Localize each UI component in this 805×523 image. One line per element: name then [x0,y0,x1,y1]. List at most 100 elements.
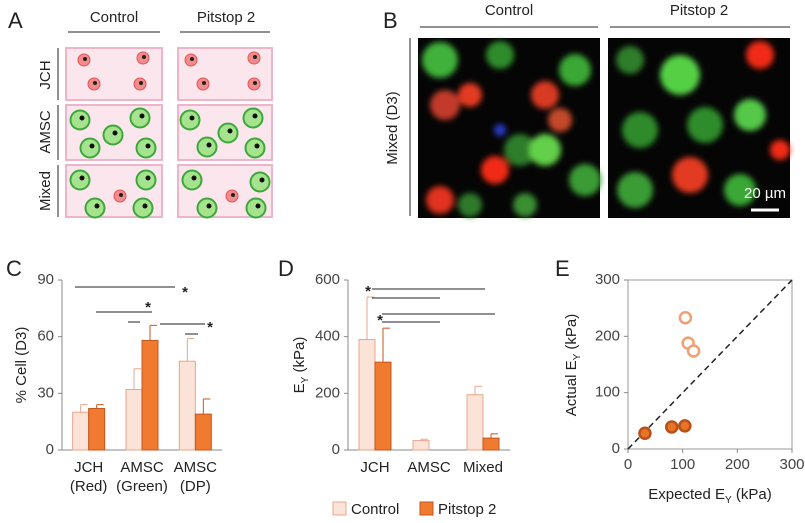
bar [482,437,500,451]
y-tick-label: 60 [37,328,54,345]
bar [125,389,143,451]
nucleus [83,57,87,61]
green-cell [129,107,151,129]
y-tick-label: 0 [46,441,54,458]
blob [548,108,572,132]
panel-label: E [555,256,570,281]
y-axis-label: EY (kPa) [291,337,311,394]
bar [88,407,106,451]
blob [770,140,790,160]
y-axis-label-part: Actual E [563,360,580,416]
blob [430,90,460,120]
row-label: Mixed (D3) [384,91,401,164]
blob [458,83,482,107]
blob [513,193,537,217]
bar [358,339,376,451]
x-tick-label: AMSC [407,459,451,476]
blob [481,156,509,184]
blob [531,81,559,109]
y-axis-label-part: (kPa) [563,314,580,354]
nucleus [93,81,97,85]
nucleus [227,128,233,134]
y-tick-label: 0 [332,441,340,458]
bar [466,394,484,451]
nucleus [253,81,257,85]
y-axis-label-part: Y [300,376,311,383]
nucleus [142,55,146,59]
significance-star: * [377,312,383,329]
nucleus [89,143,95,149]
y-axis-label: % Cell (D3) [13,327,30,404]
y-axis-label-part: (kPa) [291,337,308,377]
x-tick-label: Mixed [462,459,503,476]
micrograph-cells [422,41,790,217]
y-tick-label: 0 [612,440,620,457]
blob [687,107,723,143]
nucleus [255,203,261,209]
y-tick-label: 400 [315,328,340,345]
row-label: AMSC [37,110,54,154]
panel-label: D [278,256,294,281]
nucleus [190,57,194,61]
nucleus [202,81,206,85]
legend-swatch [419,501,434,516]
green-cell [217,122,239,144]
plot-frame [627,279,793,450]
blob [617,172,653,208]
x-tick-label: JCH (Red) [69,459,108,495]
bar [374,361,392,451]
cell-wells [65,47,273,218]
green-cell [79,137,101,159]
blob [486,41,514,69]
significance-star: * [145,299,151,316]
blob [746,41,774,69]
y-tick-label: 200 [315,384,340,401]
x-tick-label: AMSC (Green) [116,459,168,495]
point [686,344,701,358]
row-label: JCH [37,60,54,89]
x-axis-label-part: (kPa) [732,486,772,503]
green-cell [181,169,203,191]
blob [426,186,454,214]
x-axis-label: Expected EY (kPa) [648,486,771,506]
panel-label: C [6,256,22,281]
y-axis-label: Actual EY (kPa) [563,314,583,417]
nucleus [145,143,151,149]
green-cell [245,197,267,219]
point [678,310,693,325]
green-cell [69,169,91,191]
nucleus [253,55,257,59]
nucleus [79,115,85,121]
x-tick-label: 200 [725,456,750,473]
blob [458,193,482,217]
nucleus [206,142,212,148]
column-header: Control [485,2,533,19]
x-axis-label-part: Expected E [648,486,725,503]
blob [672,157,708,193]
blob [494,124,506,136]
nucleus [79,175,85,181]
nucleus [119,193,123,197]
y-tick-label: 30 [37,384,54,401]
x-tick-label: AMSC (DP) [173,459,217,495]
nucleus [145,175,151,181]
significance-star: * [182,284,188,301]
nucleus [112,130,118,136]
point [638,426,652,440]
green-cell [102,124,124,146]
nucleus [142,203,148,209]
green-cell [132,197,154,219]
blob [660,55,700,95]
x-tick-label: 100 [670,456,695,473]
nucleus [139,113,145,119]
nucleus [231,193,235,197]
blob [616,46,644,74]
green-cell [135,169,157,191]
y-tick-label: 300 [595,271,620,288]
green-cell [196,136,218,158]
green-cell [242,107,264,129]
nucleus [254,143,260,149]
scale-bar-label: 20 µm [744,185,786,202]
